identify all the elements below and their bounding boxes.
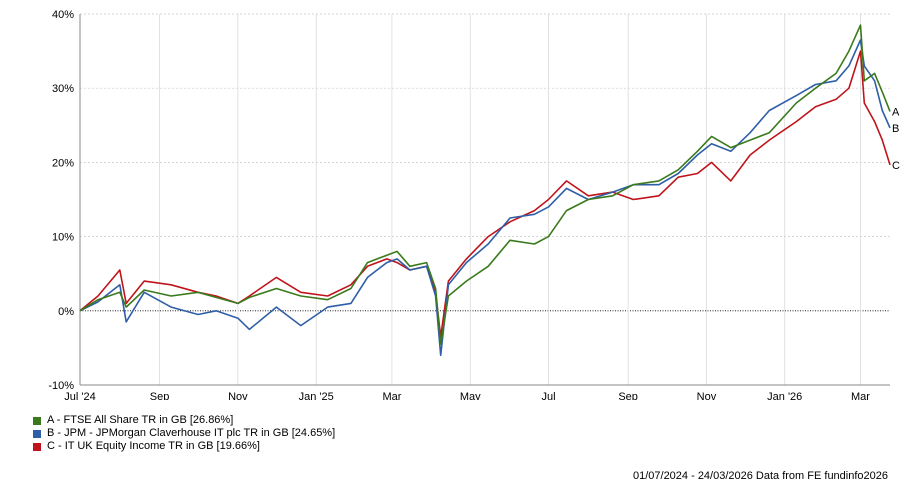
end-label-a: A xyxy=(892,106,900,118)
gridlines xyxy=(80,13,890,385)
x-tick-label: Nov xyxy=(228,391,248,400)
x-tick-label: Sep xyxy=(150,391,170,400)
y-tick-label: 30% xyxy=(52,83,74,95)
end-labels: AB C xyxy=(892,106,900,171)
legend-item-c: C - IT UK Equity Income TR in GB [19.66%… xyxy=(33,440,335,453)
legend: A - FTSE All Share TR in GB [26.86%] B -… xyxy=(33,414,335,453)
y-tick-label: 0% xyxy=(58,306,74,318)
x-tick-label: Jan '25 xyxy=(299,391,334,400)
performance-line-chart: -10% 0% 10% 20% 30% 40% Jul '24 Sep Nov Jan '25 Ma… xyxy=(48,9,900,400)
x-tick-label: May xyxy=(460,391,481,400)
series-lines xyxy=(79,24,891,357)
series-line-b xyxy=(79,39,891,357)
y-tick-label: 10% xyxy=(52,232,74,244)
legend-label-c: C - IT UK Equity Income TR in GB [19.66%… xyxy=(47,440,260,452)
legend-item-b: B - JPM - JPMorgan Claverhouse IT plc TR… xyxy=(33,427,335,440)
y-tick-label: -10% xyxy=(48,380,74,392)
end-label-b: B xyxy=(892,123,899,135)
y-tick-label: 20% xyxy=(52,157,74,169)
legend-swatch-b xyxy=(33,429,41,438)
legend-label-b: B - JPM - JPMorgan Claverhouse IT plc TR… xyxy=(47,427,336,439)
axes: -10% 0% 10% 20% 30% 40% Jul '24 Sep Nov Jan '25 Ma… xyxy=(48,9,890,400)
y-tick-label: 40% xyxy=(52,9,74,21)
date-range-source-note: 01/07/2024 - 24/03/2026 Data from FE fun… xyxy=(632,470,888,482)
x-tick-label: Jul '24 xyxy=(64,391,95,400)
x-tick-label: Mar xyxy=(382,391,401,400)
x-tick-label: Jul xyxy=(542,391,556,400)
series-line-a xyxy=(79,24,891,345)
legend-label-a: A - FTSE All Share TR in GB [26.86%] xyxy=(47,414,234,426)
legend-swatch-a xyxy=(33,416,41,425)
end-label-c: C xyxy=(892,160,900,172)
legend-item-a: A - FTSE All Share TR in GB [26.86%] xyxy=(33,414,335,427)
x-tick-label: Mar xyxy=(851,391,870,400)
x-tick-label: Nov xyxy=(697,391,717,400)
legend-swatch-c xyxy=(33,442,41,451)
x-tick-label: Sep xyxy=(618,391,638,400)
x-tick-label: Jan '26 xyxy=(767,391,802,400)
